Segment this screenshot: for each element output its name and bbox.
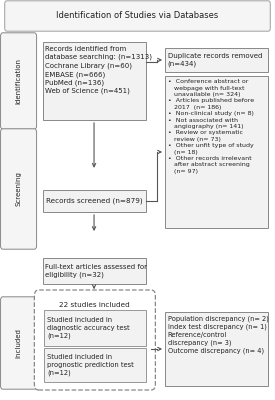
FancyBboxPatch shape <box>43 190 146 212</box>
Text: Identification: Identification <box>16 58 21 104</box>
FancyBboxPatch shape <box>165 312 268 386</box>
Text: Identification of Studies via Databases: Identification of Studies via Databases <box>56 12 219 20</box>
Text: Records identified from
database searching: (n=1313)
Cochrane Library (n=60)
EMB: Records identified from database searchi… <box>45 46 152 94</box>
FancyBboxPatch shape <box>44 348 146 382</box>
FancyBboxPatch shape <box>5 1 270 31</box>
FancyBboxPatch shape <box>44 310 146 346</box>
Text: Studied included in
diagnostic accuracy test
(n=12): Studied included in diagnostic accuracy … <box>47 317 130 339</box>
Text: 22 studies included: 22 studies included <box>59 302 130 308</box>
Text: •  Conference abstract or
   webpage with full-text
   unavailable (n= 324)
•  A: • Conference abstract or webpage with fu… <box>168 79 254 174</box>
FancyBboxPatch shape <box>165 48 268 72</box>
FancyBboxPatch shape <box>34 290 155 390</box>
FancyBboxPatch shape <box>1 297 37 389</box>
Text: Records screened (n=879): Records screened (n=879) <box>46 198 142 204</box>
FancyBboxPatch shape <box>165 76 268 228</box>
FancyBboxPatch shape <box>1 129 37 249</box>
FancyBboxPatch shape <box>43 258 146 284</box>
Text: Duplicate records removed
(n=434): Duplicate records removed (n=434) <box>168 53 262 67</box>
Text: Included: Included <box>16 328 21 358</box>
Text: Full-text articles assessed for
eligibility (n=32): Full-text articles assessed for eligibil… <box>45 264 147 278</box>
Text: Population discrepancy (n= 2)
Index test discrepancy (n= 1)
Reference/control
di: Population discrepancy (n= 2) Index test… <box>168 315 269 354</box>
FancyBboxPatch shape <box>43 42 146 120</box>
Text: Studied included in
prognostic prediction test
(n=12): Studied included in prognostic predictio… <box>47 354 134 376</box>
FancyBboxPatch shape <box>1 33 37 129</box>
Text: Screening: Screening <box>16 172 21 206</box>
